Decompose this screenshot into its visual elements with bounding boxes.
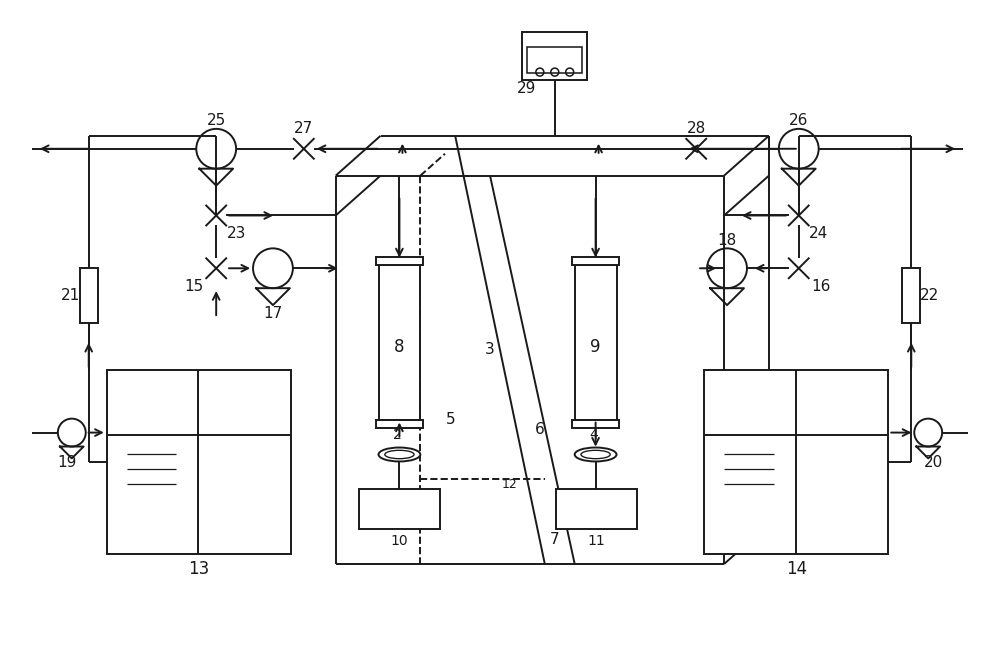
Bar — [80, 268, 98, 322]
Text: 17: 17 — [263, 306, 283, 320]
Text: 3: 3 — [485, 342, 495, 358]
Text: 7: 7 — [550, 531, 560, 547]
Text: 19: 19 — [57, 455, 77, 470]
Ellipse shape — [575, 448, 617, 462]
Text: 25: 25 — [207, 113, 226, 129]
Bar — [107, 370, 291, 554]
Text: 23: 23 — [226, 226, 246, 241]
Bar — [556, 490, 637, 529]
Text: 13: 13 — [188, 560, 209, 578]
Text: 27: 27 — [294, 121, 313, 137]
Text: 28: 28 — [687, 121, 706, 137]
Bar — [575, 265, 617, 420]
Text: 29: 29 — [517, 81, 537, 95]
Bar — [902, 268, 920, 322]
Text: 5: 5 — [445, 412, 455, 427]
Text: 6: 6 — [535, 422, 545, 437]
Text: 15: 15 — [185, 278, 204, 294]
Text: 1: 1 — [583, 276, 596, 294]
Text: 9: 9 — [590, 338, 601, 356]
Text: 20: 20 — [924, 455, 943, 470]
Bar — [704, 370, 888, 554]
Text: 10: 10 — [391, 534, 408, 548]
Text: 14: 14 — [786, 560, 807, 578]
Bar — [572, 257, 619, 265]
Bar — [522, 32, 587, 80]
Text: 18: 18 — [717, 233, 737, 248]
Text: 16: 16 — [811, 278, 830, 294]
Text: 4: 4 — [589, 428, 598, 442]
Text: 2: 2 — [393, 428, 402, 442]
Text: 24: 24 — [809, 226, 828, 241]
Bar — [527, 47, 582, 73]
Bar — [379, 265, 420, 420]
Bar — [376, 257, 423, 265]
Text: 26: 26 — [789, 113, 808, 129]
Text: 22: 22 — [920, 288, 939, 302]
Ellipse shape — [379, 448, 420, 462]
Bar — [376, 420, 423, 428]
Text: 8: 8 — [394, 338, 405, 356]
Text: 21: 21 — [61, 288, 80, 302]
Text: 11: 11 — [588, 534, 605, 548]
Text: 12: 12 — [502, 478, 518, 491]
Bar — [359, 490, 440, 529]
Bar — [572, 420, 619, 428]
